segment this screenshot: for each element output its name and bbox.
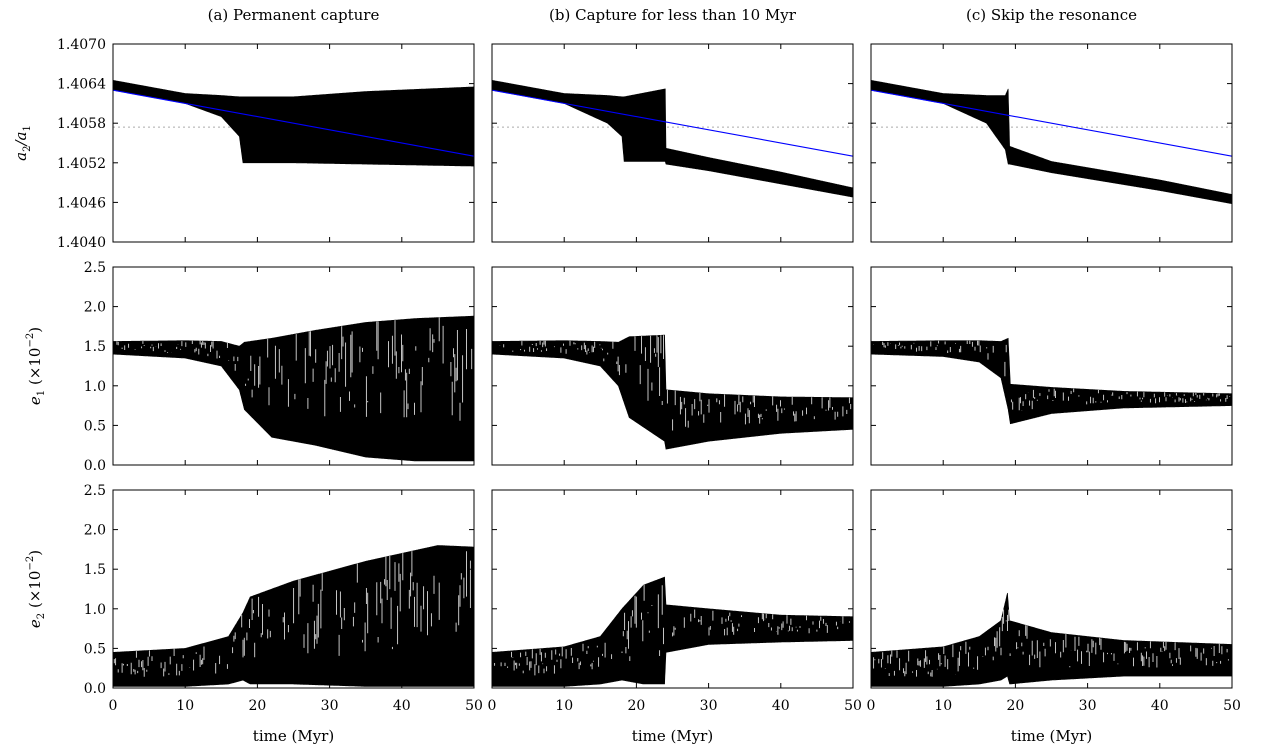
x-tick-label: 50	[844, 698, 862, 714]
column-title-c: (c) Skip the resonance	[966, 6, 1137, 24]
panel-a-e2	[112, 489, 475, 689]
y-tick-labels-e1: 0.0 0.5 1.0 1.5 2.0 2.5	[84, 260, 106, 474]
y-tick-label: 1.0	[84, 379, 106, 395]
panel-b-e1	[491, 266, 854, 466]
y-tick-label: 0.0	[84, 458, 106, 474]
column-title-b: (b) Capture for less than 10 Myr	[549, 6, 797, 24]
y-tick-label: 2.0	[84, 300, 106, 316]
y-tick-label: 2.0	[84, 523, 106, 539]
panel-a-ratio	[112, 43, 475, 243]
oscillation-texture	[492, 584, 850, 676]
y-axis-label-e2: e2 (×10−2)	[25, 550, 47, 628]
x-axis-label-b: time (Myr)	[632, 727, 713, 745]
oscillation-band	[113, 315, 474, 462]
oscillation-band	[871, 79, 1232, 204]
x-tick-label: 30	[1079, 698, 1097, 714]
drift-line	[113, 89, 474, 157]
panel-c-e2	[870, 489, 1233, 689]
x-tick-label: 40	[772, 698, 790, 714]
x-tick-labels-c: 0 10 20 30 40 50	[867, 698, 1241, 714]
panel-frame	[491, 489, 854, 689]
panel-frame	[491, 43, 854, 243]
y-tick-label: 1.4064	[57, 77, 106, 93]
svg-text:e1 (×10−2): e1 (×10−2)	[25, 327, 47, 405]
drift-line	[492, 89, 853, 157]
x-tick-label: 0	[488, 698, 497, 714]
x-tick-label: 40	[1151, 698, 1169, 714]
column-title-a: (a) Permanent capture	[208, 6, 380, 24]
y-tick-label: 1.4052	[57, 156, 106, 172]
y-tick-label: 1.4058	[57, 116, 106, 132]
x-tick-label: 40	[393, 698, 411, 714]
x-tick-label: 0	[109, 698, 118, 714]
y-tick-label: 1.5	[84, 562, 106, 578]
x-tick-label: 0	[867, 698, 876, 714]
x-tick-label: 30	[700, 698, 718, 714]
y-tick-label: 0.0	[84, 681, 106, 697]
y-tick-label: 1.4046	[57, 195, 106, 211]
drift-line	[871, 89, 1232, 157]
y-axis-label-ratio: a2/a1	[12, 125, 33, 161]
oscillation-band	[871, 592, 1232, 687]
oscillation-band	[492, 576, 853, 687]
y-tick-label: 2.5	[84, 483, 106, 499]
y-tick-label: 1.5	[84, 339, 106, 355]
x-tick-label: 20	[248, 698, 266, 714]
oscillation-band	[492, 334, 853, 450]
panel-frame	[870, 43, 1233, 243]
oscillation-texture	[871, 609, 1229, 677]
oscillation-band	[871, 337, 1232, 425]
panel-a-e1	[112, 266, 475, 466]
x-tick-label: 20	[1006, 698, 1024, 714]
x-tick-label: 10	[555, 698, 573, 714]
oscillation-texture	[113, 551, 471, 677]
x-tick-label: 30	[321, 698, 339, 714]
panel-frame	[112, 489, 475, 689]
panel-frame	[491, 266, 854, 466]
y-axis-label-e1: e1 (×10−2)	[25, 327, 47, 405]
panel-frame	[870, 266, 1233, 466]
panel-c-ratio	[870, 43, 1233, 243]
oscillation-texture	[871, 340, 1231, 411]
x-tick-labels-b: 0 10 20 30 40 50	[488, 698, 862, 714]
x-tick-labels-a: 0 10 20 30 40 50	[109, 698, 483, 714]
y-tick-label: 1.4040	[57, 235, 106, 251]
y-tick-label: 2.5	[84, 260, 106, 276]
y-tick-labels-ratio: 1.4040 1.4046 1.4052 1.4058 1.4064 1.407…	[57, 37, 106, 251]
x-tick-label: 50	[1223, 698, 1241, 714]
oscillation-texture	[116, 317, 473, 421]
oscillation-band	[492, 79, 853, 198]
x-tick-label: 10	[176, 698, 194, 714]
panel-b-e2	[491, 489, 854, 689]
x-tick-label: 20	[627, 698, 645, 714]
y-tick-label: 0.5	[84, 641, 106, 657]
x-tick-label: 10	[934, 698, 952, 714]
panel-frame	[112, 266, 475, 466]
y-tick-labels-e2: 0.0 0.5 1.0 1.5 2.0 2.5	[84, 483, 106, 697]
y-tick-label: 1.4070	[57, 37, 106, 53]
x-axis-label-a: time (Myr)	[253, 727, 334, 745]
panel-frame	[112, 43, 475, 243]
panel-b-ratio	[491, 43, 854, 243]
svg-text:a2/a1: a2/a1	[12, 125, 33, 161]
panel-c-e1	[870, 266, 1233, 466]
oscillation-texture	[492, 335, 852, 431]
y-tick-label: 0.5	[84, 418, 106, 434]
x-tick-label: 50	[465, 698, 483, 714]
panel-frame	[870, 489, 1233, 689]
svg-text:e2 (×10−2): e2 (×10−2)	[25, 550, 47, 628]
x-axis-label-c: time (Myr)	[1011, 727, 1092, 745]
y-tick-label: 1.0	[84, 602, 106, 618]
